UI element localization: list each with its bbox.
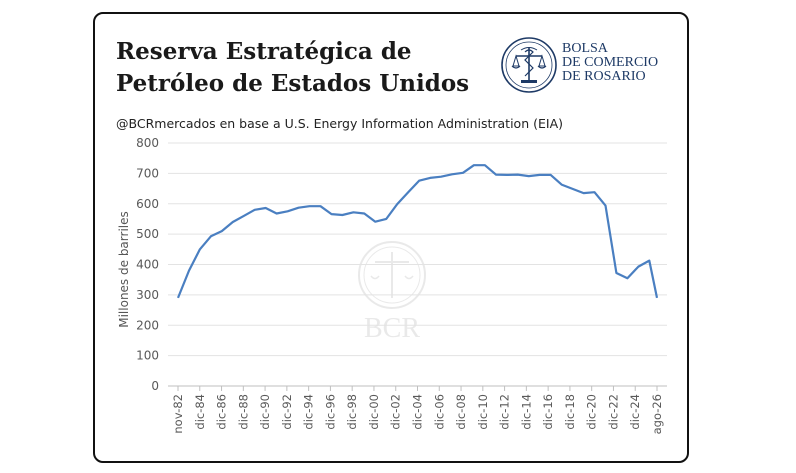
bcr-logo: BOLSA DE COMERCIO DE ROSARIO <box>499 36 674 94</box>
x-tick-label: dic-02 <box>389 394 403 430</box>
y-tick-label: 0 <box>151 379 159 393</box>
logo-line-3: DE ROSARIO <box>562 69 646 84</box>
chart-card <box>93 12 689 463</box>
y-axis-label: Millones de barriles <box>117 211 131 328</box>
y-tick-label: 100 <box>136 349 159 363</box>
x-tick-label: dic-98 <box>345 394 359 430</box>
title-line-2: Petróleo de Estados Unidos <box>116 70 470 97</box>
x-tick-label: dic-16 <box>541 394 555 430</box>
x-tick-label: ago-26 <box>650 394 664 434</box>
x-tick-label: dic-22 <box>606 394 620 430</box>
bcr-seal-icon <box>501 37 557 93</box>
x-tick-label: dic-00 <box>367 394 381 430</box>
x-tick-label: dic-94 <box>302 394 316 430</box>
logo-line-1: BOLSA <box>562 41 608 56</box>
x-tick-label: dic-90 <box>258 394 272 430</box>
bcr-watermark: BCR <box>358 241 426 344</box>
logo-line-2: DE COMERCIO <box>562 55 659 70</box>
y-tick-label: 500 <box>136 227 159 241</box>
x-tick-label: dic-18 <box>563 394 577 430</box>
watermark-text: BCR <box>364 313 420 344</box>
chart-subtitle: @BCRmercados en base a U.S. Energy Infor… <box>116 116 563 131</box>
y-tick-label: 800 <box>136 136 159 150</box>
y-tick-label: 200 <box>136 318 159 332</box>
title-line-1: Reserva Estratégica de <box>116 38 412 65</box>
x-tick-label: nov-82 <box>171 394 185 434</box>
x-axis-ticks: nov-82 dic-84 dic-86 dic-88 dic-90 dic-92 dic-… <box>171 386 664 434</box>
grid-lines <box>168 142 667 357</box>
y-tick-label: 600 <box>136 197 159 211</box>
logo-text: BOLSA DE COMERCIO DE ROSARIO <box>562 42 658 84</box>
series-line <box>176 164 659 299</box>
x-tick-label: dic-06 <box>432 394 446 430</box>
x-tick-label: dic-84 <box>193 394 207 430</box>
y-tick-label: 300 <box>136 288 159 302</box>
x-tick-label: dic-24 <box>628 394 642 430</box>
x-tick-label: dic-10 <box>476 394 490 430</box>
x-tick-label: dic-14 <box>519 394 533 430</box>
chart-title: Reserva Estratégica de Petróleo de Estad… <box>116 36 496 100</box>
x-tick-label: dic-96 <box>323 394 337 430</box>
x-tick-label: dic-12 <box>498 394 512 430</box>
x-tick-label: dic-88 <box>236 394 250 430</box>
y-axis-ticks: 0 100 200 300 400 500 600 700 800 <box>136 136 159 393</box>
x-tick-label: dic-20 <box>585 394 599 430</box>
x-tick-label: dic-86 <box>215 394 229 430</box>
x-tick-label: dic-04 <box>411 394 425 430</box>
y-tick-label: 700 <box>136 166 159 180</box>
x-tick-label: dic-08 <box>454 394 468 430</box>
x-tick-label: dic-92 <box>280 394 294 430</box>
y-tick-label: 400 <box>136 258 159 272</box>
